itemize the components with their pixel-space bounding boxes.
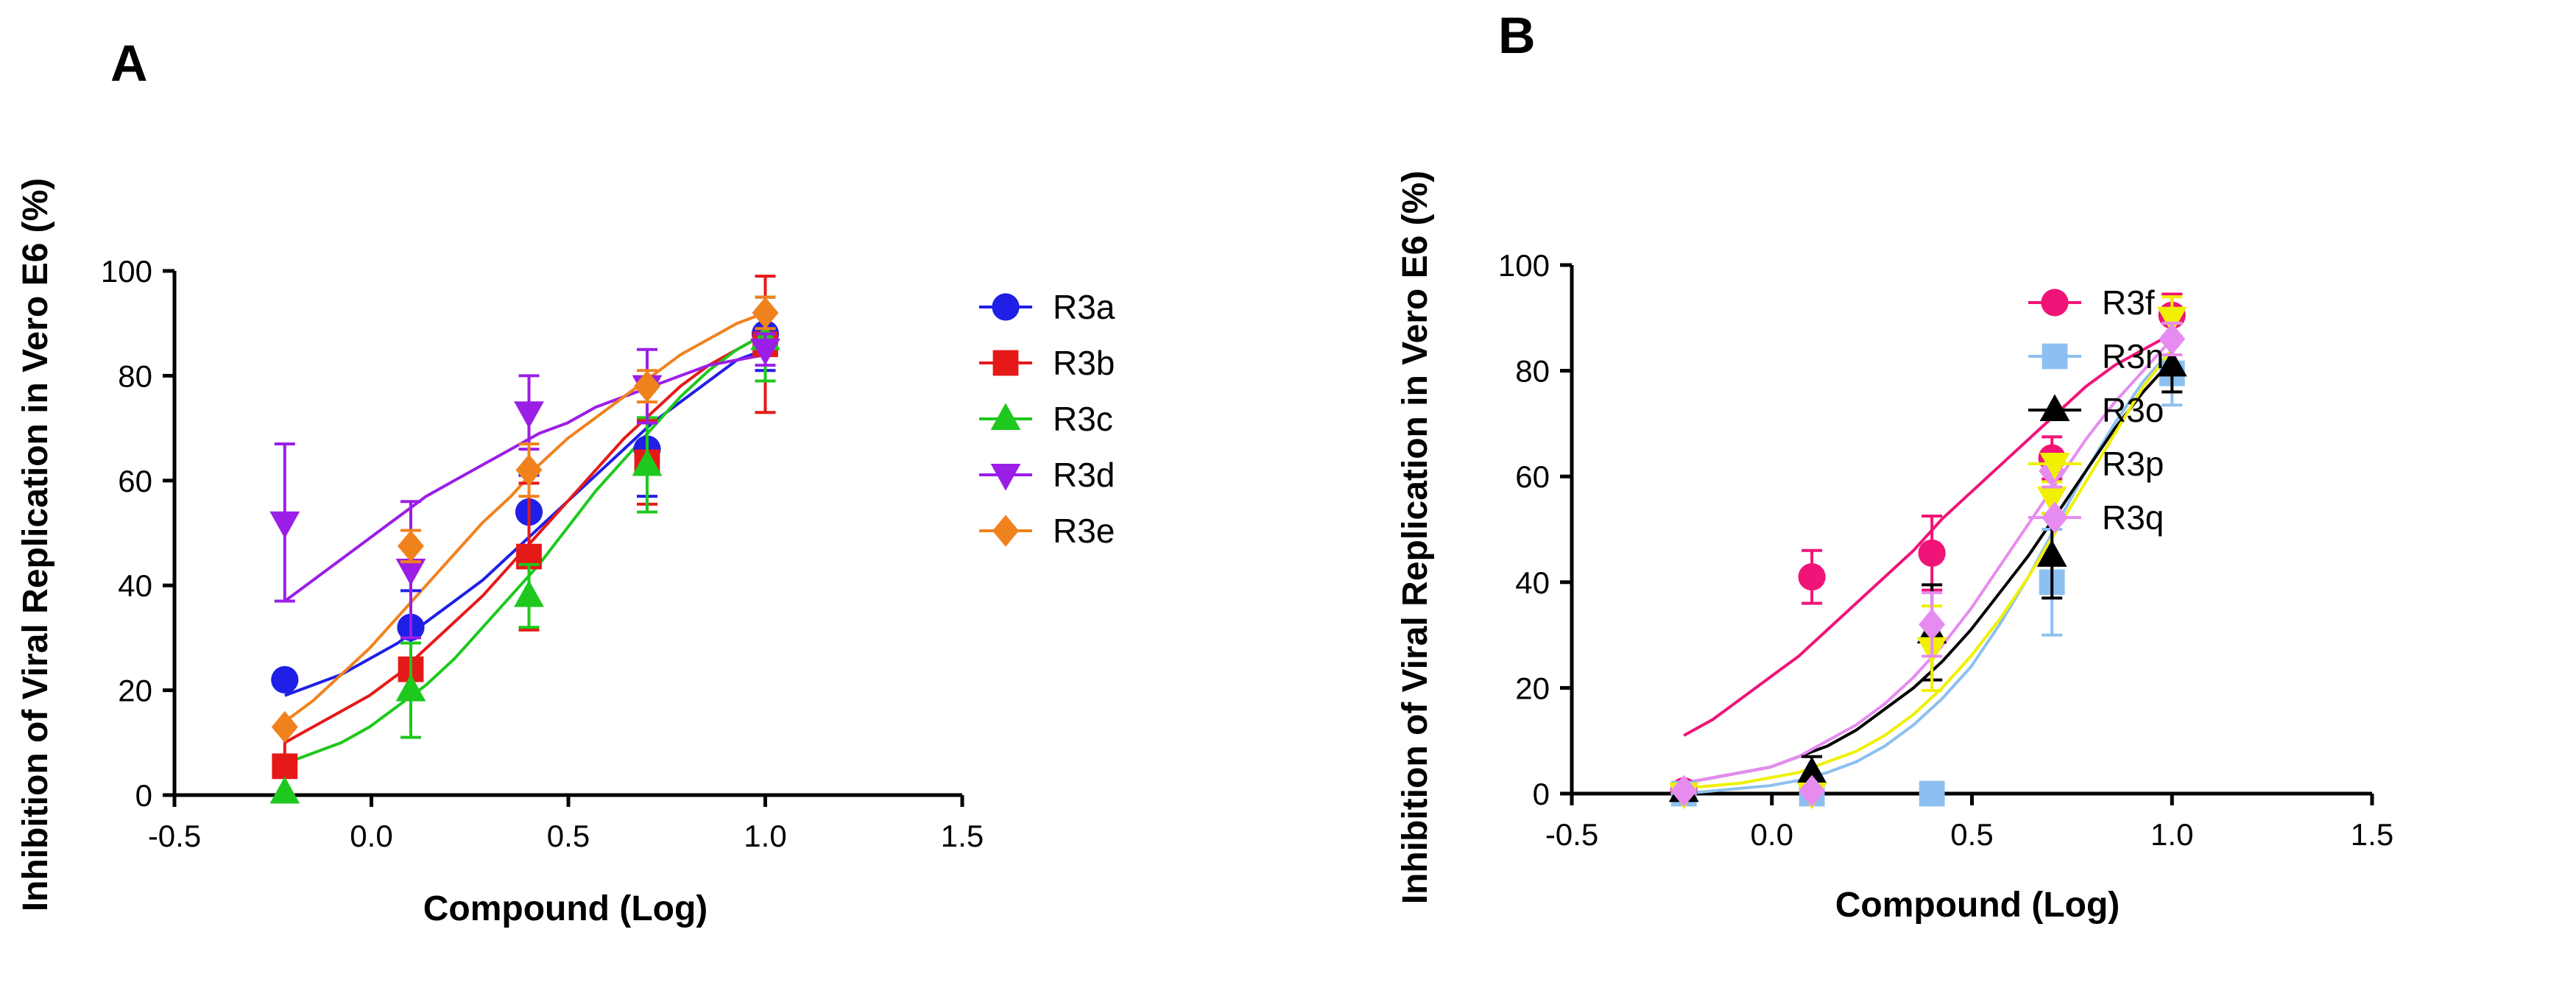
legend-marker-r3f: [2041, 289, 2069, 317]
x-tick-label: -0.5: [148, 819, 201, 853]
fit-curve-r3d: [283, 353, 766, 603]
data-point-r3q: [1919, 608, 1946, 640]
x-tick-label: 0.0: [350, 819, 392, 853]
data-point-r3o: [2156, 349, 2187, 377]
data-point-r3d: [514, 401, 544, 428]
legend-label-r3p: R3p: [2102, 445, 2164, 483]
x-tick-label: 1.5: [2351, 817, 2393, 852]
data-point-r3e: [752, 297, 779, 329]
y-tick-label: 100: [1498, 248, 1550, 283]
panel-b-y-axis-title: Inhibition of Viral Replication in Vero …: [1396, 171, 1435, 905]
x-tick-label: 0.5: [1950, 817, 1993, 852]
data-point-r3f: [1798, 563, 1826, 591]
panel-a-x-axis-title: Compound (Log): [423, 889, 708, 928]
data-point-r3q: [1799, 774, 1826, 808]
fit-curve-r3c: [284, 332, 766, 766]
panel-b-ticks: -0.5 0.0 0.5 1.0 1.5 0 20 40 60 80 100: [1498, 248, 2393, 852]
legend-label-r3c: R3c: [1053, 400, 1113, 438]
data-point-r3e: [515, 453, 543, 487]
y-tick-label: 20: [118, 674, 152, 708]
legend-label-r3o: R3o: [2102, 391, 2164, 429]
x-tick-label: -0.5: [1545, 817, 1598, 852]
y-tick-label: 100: [101, 254, 152, 289]
panel-a-data-points: [269, 275, 780, 804]
y-tick-label: 80: [118, 359, 152, 393]
legend-marker-r3e: [992, 515, 1019, 547]
legend-marker-r3d: [990, 464, 1021, 491]
x-tick-label: 1.0: [744, 819, 786, 853]
data-point-r3c: [395, 674, 426, 702]
fit-curve-r3f: [1683, 332, 2173, 737]
data-point-r3e: [271, 710, 298, 744]
y-tick-label: 80: [1515, 354, 1550, 389]
x-tick-label: 0.5: [547, 819, 590, 853]
panel-b-legend: R3f R3n R3o R3p R3q: [2028, 283, 2164, 537]
data-point-r3d: [750, 338, 780, 366]
panel-a: A Inhibition of Viral Replication in Ver…: [16, 35, 1115, 928]
data-point-r3c: [269, 776, 300, 804]
y-tick-label: 20: [1515, 671, 1550, 705]
legend-marker-r3c: [990, 403, 1021, 430]
panel-a-legend: R3a R3b R3c R3d R3e: [979, 288, 1115, 550]
data-point-r3a: [271, 666, 299, 693]
data-point-r3q: [2159, 322, 2186, 356]
y-tick-label: 0: [1533, 777, 1550, 811]
data-point-r3d: [269, 511, 300, 539]
panel-a-ticks: -0.5 0.0 0.5 1.0 1.5 0 20 40 60 80 100: [101, 254, 984, 853]
panel-b-fit-curves: [1683, 332, 2173, 795]
x-tick-label: 0.0: [1751, 817, 1793, 852]
fit-curve-r3b: [283, 332, 766, 744]
y-tick-label: 60: [118, 464, 152, 498]
panel-a-fit-curves: [283, 311, 766, 766]
data-point-r3o: [2036, 540, 2067, 567]
data-point-r3o: [1796, 756, 1827, 784]
legend-marker-r3b: [992, 350, 1019, 376]
legend-label-r3n: R3n: [2102, 337, 2164, 375]
data-point-r3f: [1918, 539, 1946, 567]
x-tick-label: 1.5: [941, 819, 984, 853]
legend-label-r3b: R3b: [1053, 344, 1115, 382]
panel-a-letter: A: [110, 35, 148, 92]
y-tick-label: 40: [118, 568, 152, 603]
data-point-r3c: [514, 579, 544, 607]
x-tick-label: 1.0: [2150, 817, 2193, 852]
legend-marker-r3q: [2042, 501, 2068, 534]
data-point-r3d: [395, 558, 426, 586]
panel-b-x-axis-title: Compound (Log): [1835, 886, 2120, 925]
legend-label-r3e: R3e: [1053, 512, 1115, 550]
data-point-r3n: [1919, 780, 1945, 807]
data-point-r3q: [1670, 774, 1698, 808]
fit-curve-r3n: [1684, 348, 2173, 795]
data-point-r3c: [632, 448, 663, 476]
legend-label-r3f: R3f: [2102, 283, 2155, 322]
data-point-r3p: [2156, 306, 2187, 334]
legend-label-r3q: R3q: [2102, 498, 2164, 537]
y-tick-label: 60: [1515, 459, 1550, 494]
fit-curve-r3a: [284, 347, 766, 697]
legend-marker-r3n: [2042, 343, 2068, 370]
panel-a-y-axis-title: Inhibition of Viral Replication in Vero …: [16, 178, 55, 912]
y-tick-label: 40: [1515, 565, 1550, 600]
legend-marker-r3o: [2039, 394, 2070, 421]
panel-b: B Inhibition of Viral Replication in Ver…: [1396, 7, 2393, 925]
legend-label-r3d: R3d: [1053, 456, 1115, 494]
data-point-r3e: [398, 530, 424, 562]
legend-marker-r3a: [992, 293, 1020, 321]
legend-label-r3a: R3a: [1053, 288, 1115, 326]
fit-curve-r3p: [1684, 348, 2173, 790]
data-point-r3p: [2036, 486, 2067, 514]
legend-marker-r3p: [2039, 453, 2070, 480]
y-tick-label: 0: [135, 778, 152, 813]
data-point-r3b: [272, 753, 298, 780]
panel-b-letter: B: [1498, 7, 1536, 64]
fit-curve-r3q: [1683, 338, 2173, 785]
data-point-r3e: [634, 370, 660, 403]
